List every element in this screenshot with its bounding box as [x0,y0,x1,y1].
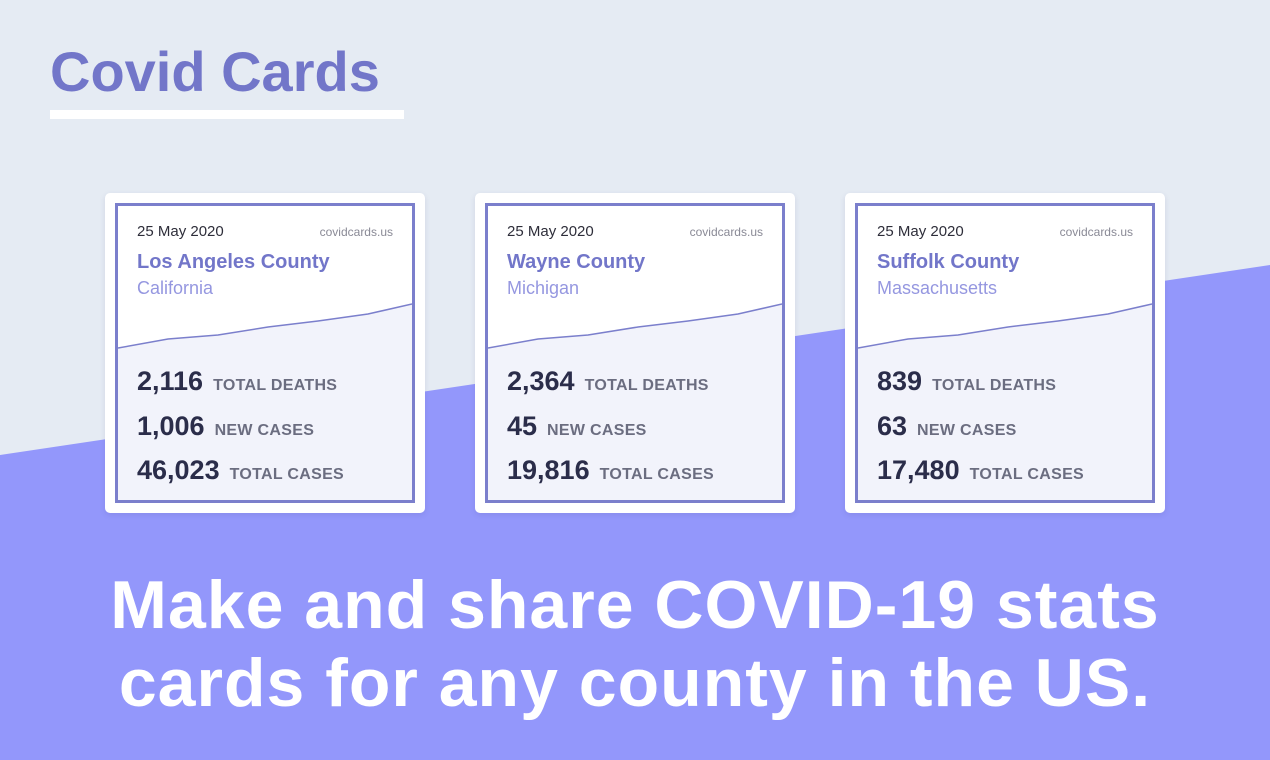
county-name: Los Angeles County [137,251,330,273]
stat-value: 839 [877,366,923,396]
card-site: covidcards.us [319,225,393,239]
stat-value: 19,816 [507,455,590,485]
sparkline-area [118,304,412,500]
stat-value: 2,116 [137,366,204,396]
stat-label: TOTAL DEATHS [584,377,709,394]
title-underline [50,110,404,119]
title: Covid Cards [50,40,380,103]
stat-label: TOTAL DEATHS [213,377,338,394]
stats-card: 25 May 2020 covidcards.us Suffolk County Ma… [845,193,1165,513]
state-name: Massachusetts [877,278,998,298]
card-date: 25 May 2020 [137,223,224,240]
stat-value: 46,023 [137,455,220,485]
stats-card: 25 May 2020 covidcards.us Wayne County Mich… [475,193,795,513]
stat-row: 19,816 TOTAL CASES [507,455,714,486]
sparkline-line [858,303,1152,349]
sparkline-line [488,303,782,349]
stat-label: TOTAL CASES [969,466,1085,483]
county-name: Suffolk County [877,251,1020,273]
card-frame: 25 May 2020 covidcards.us Los Angeles Coun… [115,203,415,503]
stat-label: TOTAL CASES [229,466,345,483]
sparkline-area [858,304,1152,500]
sparkline-area [488,304,782,500]
stat-value: 63 [877,411,908,441]
stat-row: 63 NEW CASES [877,411,1017,442]
stat-row: 17,480 TOTAL CASES [877,455,1084,486]
state-name: Michigan [507,278,580,298]
state-name: California [137,278,214,298]
card-frame: 25 May 2020 covidcards.us Suffolk County Ma… [855,203,1155,503]
stat-value: 1,006 [137,411,205,441]
sparkline [118,303,412,500]
stat-label: TOTAL DEATHS [932,377,1057,394]
sparkline [858,303,1152,500]
stat-row: 2,364 TOTAL DEATHS [507,366,709,397]
sparkline-line [118,303,412,349]
stat-row: 2,116 TOTAL DEATHS [137,366,337,397]
tagline: cards for any county in the US. [118,645,1152,721]
stat-label: NEW CASES [214,422,315,439]
stat-value: 17,480 [877,455,960,485]
card-site: covidcards.us [1059,225,1133,239]
stat-row: 45 NEW CASES [507,411,647,442]
stat-row: 839 TOTAL DEATHS [877,366,1056,397]
stat-label: NEW CASES [547,422,647,439]
card-date: 25 May 2020 [507,223,594,240]
sparkline [488,303,782,500]
card-frame: 25 May 2020 covidcards.us Wayne County Mich… [485,203,785,503]
stat-label: NEW CASES [917,422,1017,439]
stat-row: 46,023 TOTAL CASES [137,455,344,486]
stats-card: 25 May 2020 covidcards.us Los Angeles Coun… [105,193,425,513]
card-site: covidcards.us [689,225,763,239]
tagline: Make and share COVID-19 stats [110,567,1160,643]
stat-row: 1,006 NEW CASES [137,411,314,442]
stat-label: TOTAL CASES [599,466,715,483]
stat-value: 45 [507,411,538,441]
stat-value: 2,364 [507,366,575,396]
card-date: 25 May 2020 [877,223,964,240]
county-name: Wayne County [507,251,646,273]
